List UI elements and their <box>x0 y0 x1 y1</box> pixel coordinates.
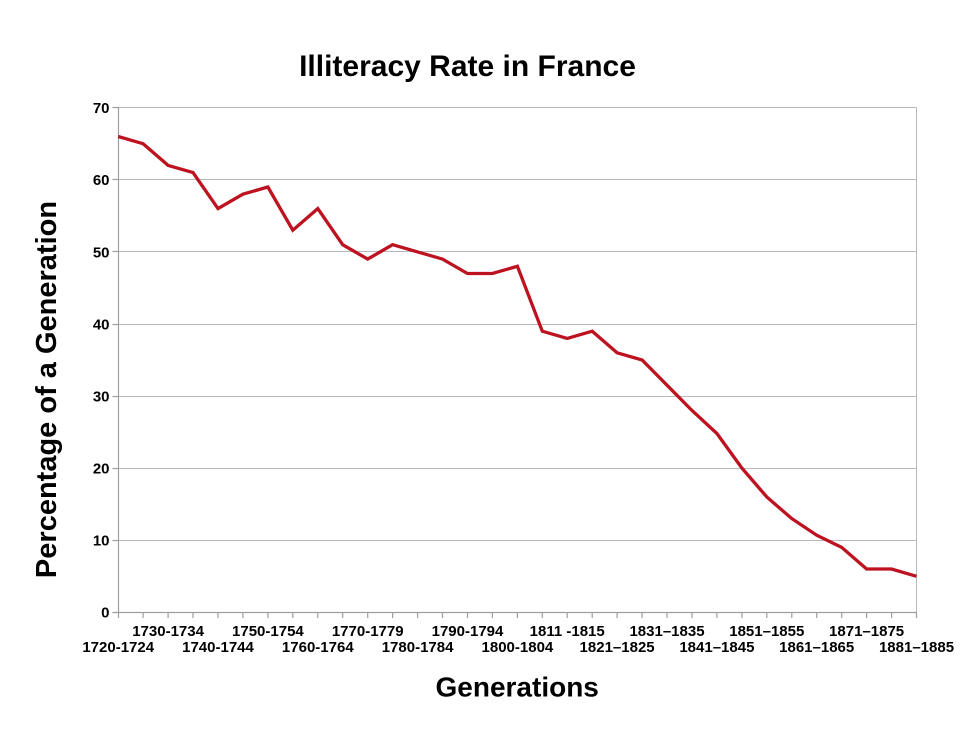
svg-text:50: 50 <box>93 244 110 261</box>
svg-text:1790-1794: 1790-1794 <box>432 623 504 640</box>
svg-text:1730-1734: 1730-1734 <box>132 623 204 640</box>
svg-text:1841–1845: 1841–1845 <box>679 639 754 656</box>
svg-text:1780-1784: 1780-1784 <box>382 639 454 656</box>
svg-text:30: 30 <box>93 388 110 405</box>
svg-text:1871–1875: 1871–1875 <box>829 623 904 640</box>
svg-text:1851–1855: 1851–1855 <box>729 623 804 640</box>
svg-text:1750-1754: 1750-1754 <box>232 623 304 640</box>
svg-text:1740-1744: 1740-1744 <box>182 639 254 656</box>
svg-text:20: 20 <box>93 461 110 478</box>
svg-text:Generations: Generations <box>436 672 599 703</box>
svg-text:1720-1724: 1720-1724 <box>82 639 154 656</box>
svg-text:1760-1764: 1760-1764 <box>282 639 354 656</box>
svg-text:10: 10 <box>93 533 110 550</box>
svg-text:1881–1885: 1881–1885 <box>879 639 954 656</box>
svg-text:0: 0 <box>101 605 109 622</box>
svg-text:60: 60 <box>93 172 110 189</box>
svg-text:1800-1804: 1800-1804 <box>482 639 554 656</box>
svg-text:70: 70 <box>93 100 110 117</box>
svg-text:40: 40 <box>93 316 110 333</box>
svg-text:1831–1835: 1831–1835 <box>629 623 704 640</box>
svg-text:Percentage of a Generation: Percentage of a Generation <box>31 201 63 578</box>
svg-text:1821–1825: 1821–1825 <box>580 639 655 656</box>
svg-text:Illiteracy Rate in France: Illiteracy Rate in France <box>299 50 636 83</box>
svg-text:1811 -1815: 1811 -1815 <box>530 623 605 640</box>
svg-text:1861–1865: 1861–1865 <box>779 639 854 656</box>
svg-text:1770-1779: 1770-1779 <box>332 623 404 640</box>
